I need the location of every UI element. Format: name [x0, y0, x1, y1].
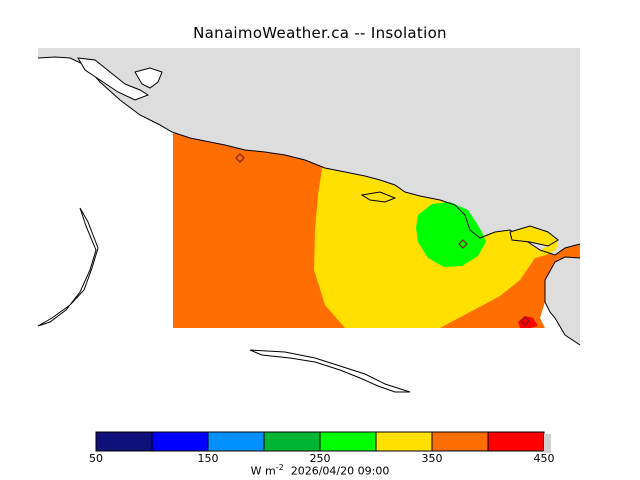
colorbar-tick-label: 50: [89, 452, 103, 465]
island-north: [77, 57, 150, 101]
colorbar: [95, 431, 551, 453]
colorbar-caption: W m-2 2026/04/20 09:00: [0, 463, 640, 478]
diamond-icon: [235, 153, 245, 163]
colorbar-segment: [431, 431, 489, 452]
colorbar-tick-label: 450: [533, 452, 555, 465]
diamond-icon: [458, 239, 468, 249]
colorbar-segment: [151, 431, 209, 452]
coast-inlet: [360, 191, 397, 203]
coastline-north: [37, 56, 581, 256]
chart-title: NanaimoWeather.ca -- Insolation: [193, 24, 447, 42]
diamond-icon: [520, 316, 530, 326]
island-north-east: [134, 67, 163, 89]
west-water: [38, 132, 173, 328]
colorbar-tick-label: 150: [197, 452, 219, 465]
colorbar-segment: [207, 431, 265, 452]
timestamp: 2026/04/20 09:00: [290, 464, 390, 478]
colorbar-segment: [263, 431, 321, 452]
coastline-east: [544, 256, 581, 346]
insolation-zone-250-300: [416, 202, 486, 267]
mainland-landmass: [38, 48, 580, 345]
unit-label: W m: [250, 464, 276, 478]
unit-exponent: -2: [275, 463, 284, 472]
colorbar-tick-label: 250: [309, 452, 331, 465]
island-south: [249, 349, 411, 393]
colorbar-tick-label: 350: [421, 452, 443, 465]
colorbar-segment: [487, 431, 545, 452]
colorbar-segment: [95, 431, 153, 452]
colorbar-shadow: [544, 434, 551, 453]
island-west: [37, 207, 99, 327]
island-east-inlet: [509, 225, 559, 247]
colorbar-segment: [375, 431, 433, 452]
colorbar-segment: [319, 431, 377, 452]
